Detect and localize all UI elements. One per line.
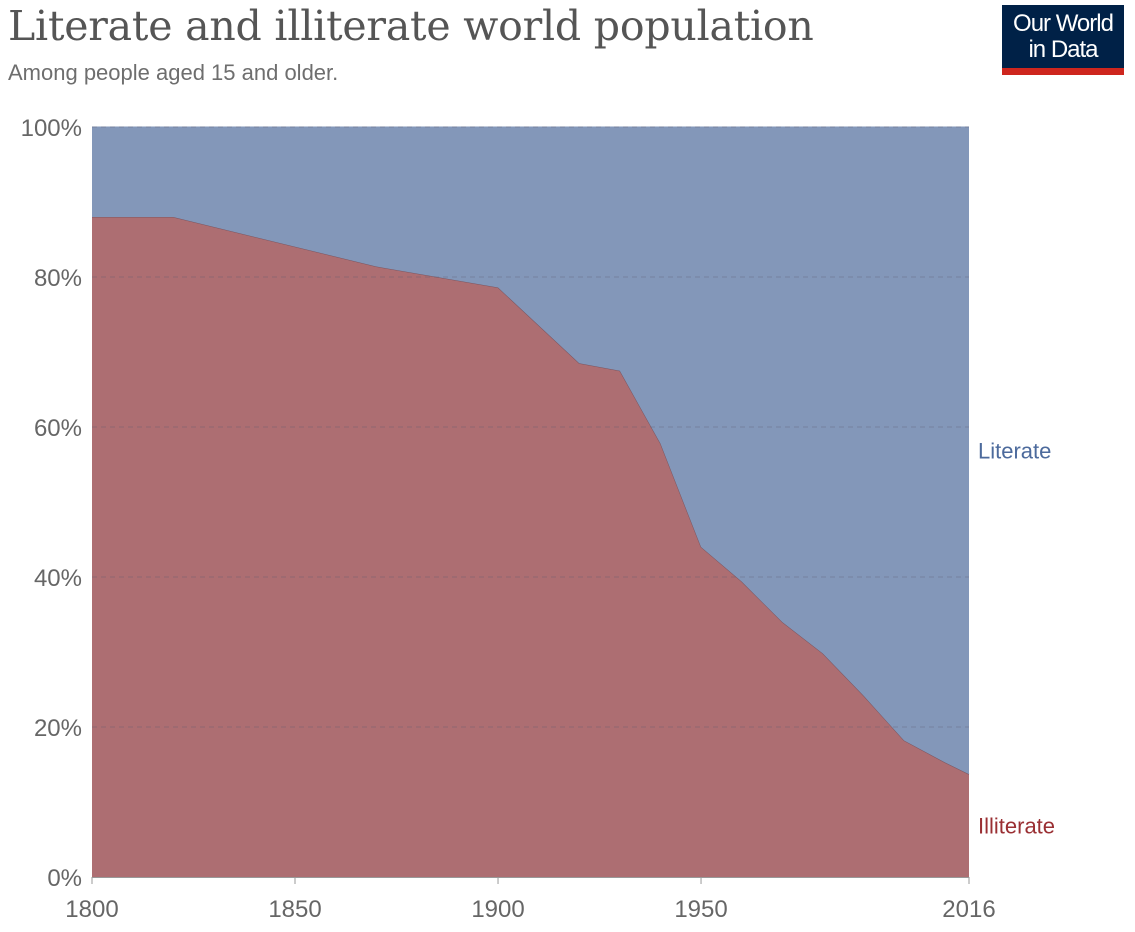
label-layer: Illiterate Literate	[978, 439, 1055, 839]
chart-title: Literate and illiterate world population	[8, 2, 814, 50]
axis-layer: 0% 20% 40% 60% 80% 100% 1800 1850 1900 1950 2016	[21, 115, 996, 923]
x-tick-label: 1950	[674, 896, 727, 923]
y-tick-label: 20%	[34, 715, 82, 742]
owid-logo[interactable]: Our World in Data	[1002, 5, 1124, 75]
logo-line-1: Our World	[1013, 10, 1114, 37]
y-tick-label: 0%	[47, 865, 82, 892]
y-tick-label: 80%	[34, 265, 82, 292]
y-tick-label: 100%	[21, 115, 82, 142]
x-tick-label: 2016	[942, 896, 995, 923]
chart-subtitle: Among people aged 15 and older.	[8, 60, 339, 85]
area-layer	[92, 126, 970, 877]
y-tick-label: 40%	[34, 565, 82, 592]
logo-accent-bar	[1002, 68, 1124, 75]
y-tick-label: 60%	[34, 415, 82, 442]
x-tick-label: 1850	[268, 896, 321, 923]
area-literate[interactable]	[92, 127, 969, 775]
area-illiterate[interactable]	[92, 217, 969, 877]
logo-line-2: in Data	[1028, 36, 1098, 63]
x-tick-label: 1900	[471, 896, 524, 923]
series-label-illiterate: Illiterate	[978, 814, 1055, 839]
x-tick-label: 1800	[65, 896, 118, 923]
series-label-literate: Literate	[978, 439, 1051, 464]
